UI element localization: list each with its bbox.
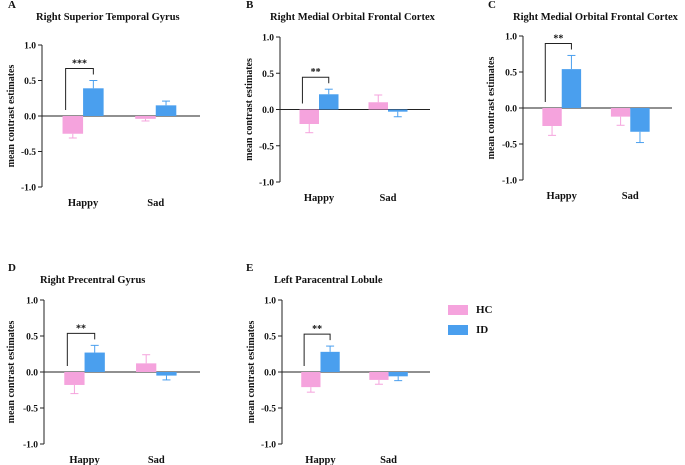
category-label-sad: Sad: [147, 198, 164, 209]
bar-id-sad: [156, 372, 177, 376]
y-tick-label: 0.5: [24, 77, 36, 87]
y-axis-label: mean contrast estimates: [6, 321, 17, 424]
category-label-happy: Happy: [304, 193, 335, 204]
panel-c: C Right Medial Orbital Frontal Cortex mean…: [486, 0, 679, 202]
bar-id-happy: [320, 351, 340, 372]
legend: HC ID: [448, 302, 528, 342]
legend-label-id: ID: [476, 324, 489, 336]
legend-item-id: ID: [448, 322, 528, 338]
y-tick-label: 0.5: [505, 69, 517, 79]
panel-letter: B: [246, 0, 254, 11]
category-label-sad: Sad: [380, 455, 397, 465]
y-axis-label: mean contrast estimates: [244, 58, 255, 161]
bar-hc-sad: [610, 108, 631, 117]
y-tick-label: 1.0: [24, 42, 36, 52]
panel-title: Right Superior Temporal Gyrus: [36, 12, 180, 23]
category-label-sad: Sad: [148, 455, 165, 465]
y-tick-label: 0.0: [26, 369, 38, 379]
y-tick-label: 1.0: [264, 297, 276, 307]
y-tick-label: 0.5: [262, 70, 274, 80]
bar-id-sad: [388, 109, 408, 112]
y-tick-label: -1.0: [259, 179, 274, 189]
significance-label: **: [311, 67, 321, 78]
category-label-happy: Happy: [305, 455, 336, 465]
bar-hc-sad: [135, 116, 156, 119]
panel-e: E Left Paracentral Lobule mean contrast es…: [246, 262, 430, 465]
y-tick-label: -0.5: [23, 405, 38, 415]
bar-hc-sad: [368, 102, 388, 110]
bar-hc-sad: [136, 363, 157, 372]
y-tick-label: -1.0: [502, 177, 517, 187]
significance-label: **: [312, 324, 322, 335]
y-tick-label: -0.5: [21, 148, 36, 158]
panel-a: A Right Superior Temporal Gyrus mean contr…: [6, 0, 200, 209]
panel-title: Right Medial Orbital Frontal Cortex: [270, 12, 436, 23]
bar-id-happy: [319, 94, 339, 110]
bar-id-sad: [630, 108, 650, 132]
significance-bracket: [66, 332, 96, 366]
y-axis-label: mean contrast estimates: [486, 57, 497, 160]
significance-bracket: [65, 68, 94, 110]
y-tick-label: -0.5: [261, 405, 276, 415]
category-label-happy: Happy: [68, 198, 99, 209]
panel-letter: D: [8, 262, 16, 274]
panel-title: Right Precentral Gyrus: [40, 275, 145, 286]
y-tick-label: -1.0: [261, 441, 276, 451]
significance-bracket: [544, 42, 572, 102]
bar-id-happy: [561, 69, 582, 108]
y-axis-label: mean contrast estimates: [6, 65, 17, 168]
significance-bracket: [303, 333, 331, 366]
bar-hc-sad: [369, 372, 389, 380]
y-tick-label: 1.0: [505, 33, 517, 43]
bar-hc-happy: [542, 108, 562, 126]
category-label-happy: Happy: [69, 455, 100, 465]
panel-d: D Right Precentral Gyrus mean contrast est…: [6, 262, 200, 465]
y-tick-label: 0.0: [24, 113, 36, 123]
bar-id-happy: [84, 352, 105, 372]
y-tick-label: 0.0: [262, 106, 274, 116]
bar-id-happy: [83, 88, 104, 116]
y-tick-label: 0.0: [505, 105, 517, 115]
bar-hc-happy: [62, 116, 84, 134]
bar-hc-happy: [301, 372, 321, 388]
panel-title: Left Paracentral Lobule: [274, 275, 383, 286]
bar-id-sad: [155, 105, 177, 116]
y-tick-label: -0.5: [259, 142, 274, 152]
category-label-sad: Sad: [380, 193, 397, 204]
y-tick-label: 0.0: [264, 369, 276, 379]
significance-label: **: [76, 323, 86, 334]
bar-hc-happy: [299, 109, 319, 124]
panel-title: Right Medial Orbital Frontal Cortex: [513, 12, 679, 23]
bar-hc-happy: [64, 372, 85, 385]
y-tick-label: 0.5: [264, 333, 276, 343]
panel-letter: C: [488, 0, 496, 11]
panel-b: B Right Medial Orbital Frontal Cortex mean…: [244, 0, 436, 204]
y-tick-label: -1.0: [23, 441, 38, 451]
significance-bracket: [301, 76, 330, 104]
y-tick-label: -1.0: [21, 184, 36, 194]
significance-label: ***: [72, 59, 87, 70]
y-tick-label: 1.0: [262, 34, 274, 44]
bar-id-sad: [388, 372, 408, 377]
y-tick-label: -0.5: [502, 141, 517, 151]
category-label-sad: Sad: [622, 191, 639, 202]
legend-label-hc: HC: [476, 304, 493, 316]
y-tick-label: 1.0: [26, 297, 38, 307]
legend-swatch-id: [448, 325, 468, 335]
legend-item-hc: HC: [448, 302, 528, 318]
y-axis-label: mean contrast estimates: [246, 321, 257, 424]
legend-swatch-hc: [448, 305, 468, 315]
y-tick-label: 0.5: [26, 333, 38, 343]
panel-letter: E: [246, 262, 253, 274]
panel-letter: A: [8, 0, 16, 11]
category-label-happy: Happy: [547, 191, 578, 202]
significance-label: **: [553, 33, 563, 44]
